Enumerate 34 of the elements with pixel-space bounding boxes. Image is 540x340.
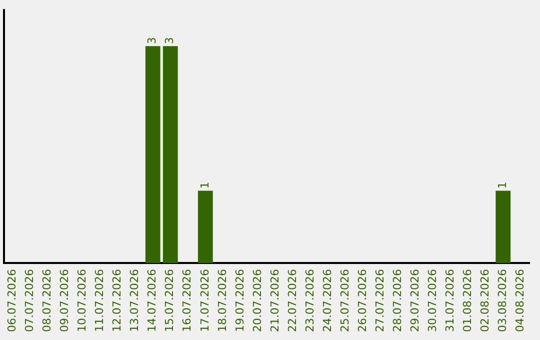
x-tick-label: 19.07.2026 — [233, 269, 246, 332]
x-tick-label: 25.07.2026 — [338, 269, 352, 332]
x-tick-label: 26.07.2026 — [356, 269, 369, 332]
x-tick-label: 02.08.2026 — [478, 269, 492, 332]
x-tick-label: 09.07.2026 — [58, 269, 72, 332]
x-tick-label: 10.07.2026 — [76, 269, 89, 332]
x-tick-label: 28.07.2026 — [390, 269, 404, 332]
x-tick-label: 03.08.2026 — [496, 269, 509, 332]
x-tick-label: 15.07.2026 — [163, 269, 176, 332]
x-tick-label: 21.07.2026 — [268, 269, 282, 332]
data-label: 1 — [496, 182, 509, 189]
x-tick-label: 16.07.2026 — [180, 269, 194, 332]
x-tick-label: 23.07.2026 — [303, 269, 316, 332]
data-label: 3 — [146, 37, 159, 44]
x-tick-label: 11.07.2026 — [93, 269, 106, 332]
x-tick-label: 27.07.2026 — [373, 269, 386, 332]
data-label: 3 — [163, 37, 176, 44]
x-tick-label: 14.07.2026 — [146, 269, 159, 332]
x-tick-label: 22.07.2026 — [286, 269, 299, 332]
x-tick-label: 29.07.2026 — [408, 269, 422, 332]
x-tick-label: 01.08.2026 — [460, 269, 474, 332]
x-tick-label: 30.07.2026 — [426, 269, 439, 332]
x-tick-label: 07.07.2026 — [23, 269, 36, 332]
x-tick-label: 12.07.2026 — [110, 269, 124, 332]
x-tick-label: 08.07.2026 — [40, 269, 54, 332]
x-tick-label: 20.07.2026 — [250, 269, 264, 332]
x-tick-label: 18.07.2026 — [216, 269, 229, 332]
x-tick-label: 17.07.2026 — [198, 269, 212, 332]
x-tick-label: 31.07.2026 — [443, 269, 456, 332]
x-tick-label: 04.08.2026 — [513, 269, 526, 332]
x-tick-label: 13.07.2026 — [128, 269, 142, 332]
data-label: 1 — [198, 182, 212, 189]
x-tick-label: 24.07.2026 — [320, 269, 334, 332]
x-tick-label: 06.07.2026 — [6, 269, 19, 332]
